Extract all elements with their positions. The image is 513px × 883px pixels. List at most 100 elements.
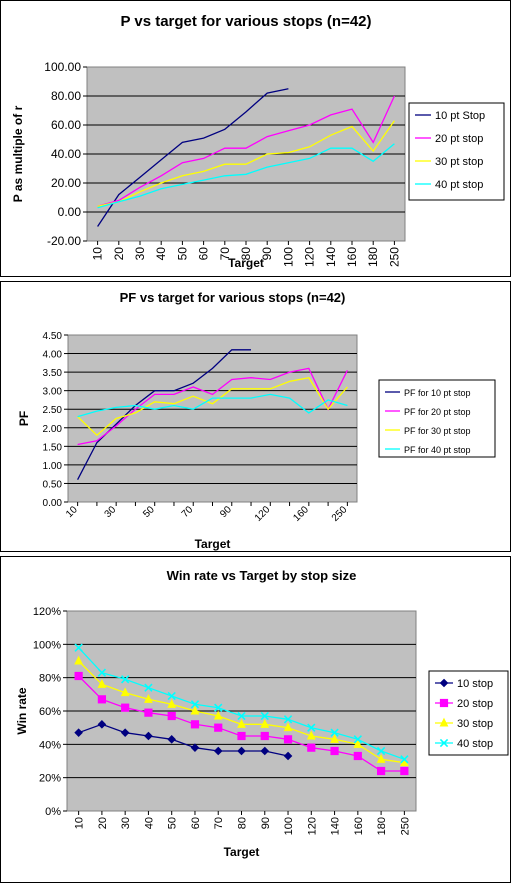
x-tick-label: 100 [281, 247, 295, 267]
y-axis-title: P as multiple of r [11, 105, 25, 202]
y-tick-label: 0.50 [43, 479, 63, 490]
data-point [74, 655, 84, 665]
x-tick-label: 100 [283, 817, 295, 835]
data-point [97, 695, 107, 704]
x-tick-label: 160 [291, 504, 311, 524]
data-point [283, 722, 293, 732]
data-point [97, 668, 107, 677]
data-point [213, 746, 223, 756]
y-tick-label: 3.50 [43, 368, 63, 379]
chart-title: P vs target for various stops (n=42) [120, 13, 371, 30]
y-tick-label: 100.00 [44, 60, 81, 74]
y-tick-label: 4.00 [43, 350, 63, 361]
data-point [260, 746, 270, 756]
x-tick-label: 160 [345, 247, 359, 267]
data-point [97, 720, 107, 729]
x-tick-label: 70 [180, 504, 196, 520]
legend-label: PF for 10 pt stop [404, 388, 471, 398]
chart-title: Win rate vs Target by stop size [167, 568, 357, 583]
legend-label: PF for 30 pt stop [404, 426, 471, 436]
x-tick-label: 20 [97, 817, 109, 829]
legend-label: PF for 40 pt stop [404, 445, 471, 455]
y-tick-label: 4.50 [43, 331, 63, 342]
data-point [260, 711, 269, 721]
y-tick-label: 100% [33, 639, 61, 651]
series-line-1 [77, 367, 348, 446]
legend-label: 40 pt stop [435, 179, 483, 191]
y-tick-label: 40% [39, 739, 61, 751]
data-point [214, 703, 223, 712]
data-point [167, 711, 176, 721]
x-tick-label: 180 [376, 817, 388, 835]
series-line-3 [97, 143, 395, 209]
y-tick-label: 40.00 [51, 147, 81, 161]
data-point [353, 751, 362, 761]
series-line-2 [97, 120, 395, 207]
data-point [144, 694, 153, 703]
data-point [400, 755, 409, 764]
series-line-3 [77, 393, 348, 418]
data-point [307, 723, 316, 732]
x-tick-label: 30 [120, 817, 132, 829]
x-tick-label: 140 [324, 247, 338, 267]
data-point [237, 731, 246, 741]
x-tick-label: 120 [306, 817, 318, 835]
x-tick-label: 20 [112, 247, 126, 261]
data-point [213, 710, 223, 720]
x-tick-label: 90 [260, 247, 274, 261]
data-point [260, 719, 270, 728]
plot-area [67, 334, 358, 503]
y-axis-title: PF [17, 411, 31, 426]
data-point [307, 743, 316, 752]
chart-title: PF vs target for various stops (n=42) [120, 290, 346, 305]
legend-marker [439, 678, 449, 688]
y-tick-label: 0.00 [43, 498, 63, 509]
y-tick-label: 80% [39, 673, 61, 685]
data-point [376, 746, 386, 756]
y-tick-label: 3.00 [43, 387, 63, 398]
x-tick-label: 30 [103, 504, 119, 520]
data-point [74, 643, 83, 652]
data-point [144, 683, 153, 692]
x-tick-label: 60 [190, 817, 202, 829]
series-line-1 [97, 95, 395, 207]
x-tick-label: 50 [141, 504, 157, 520]
legend-label: 20 pt stop [435, 133, 483, 145]
y-tick-label: 60.00 [51, 118, 81, 132]
legend-label: PF for 20 pt stop [404, 407, 471, 417]
y-axis-title: Win rate [15, 687, 29, 735]
x-tick-label: 10 [91, 247, 105, 261]
y-tick-label: 2.00 [43, 424, 63, 435]
x-tick-label: 40 [154, 247, 168, 261]
x-tick-label: 250 [399, 817, 411, 835]
data-point [190, 743, 200, 752]
data-point [167, 699, 177, 708]
x-tick-label: 120 [253, 504, 273, 524]
data-point [377, 766, 386, 776]
x-tick-label: 80 [239, 247, 253, 261]
legend-box [378, 379, 496, 458]
data-point [330, 746, 339, 756]
x-tick-label: 50 [167, 817, 179, 829]
y-tick-label: 20% [39, 773, 61, 785]
y-tick-label: 80.00 [51, 89, 81, 103]
data-point [353, 735, 362, 744]
x-tick-label: 90 [260, 817, 272, 829]
data-point [237, 719, 246, 728]
data-point [353, 739, 363, 748]
x-tick-label: 250 [387, 247, 401, 267]
x-tick-label: 250 [330, 504, 350, 524]
legend-label: 30 stop [457, 718, 493, 730]
data-point [97, 679, 107, 688]
data-point [144, 708, 153, 717]
x-tick-label: 40 [143, 817, 155, 829]
data-point [283, 715, 293, 724]
series-line-0 [97, 88, 289, 227]
data-point [283, 751, 293, 761]
data-point [330, 734, 339, 743]
series-line-2 [77, 376, 348, 437]
x-tick-label: 10 [74, 817, 86, 829]
y-tick-label: 0.00 [58, 205, 82, 219]
data-point [330, 728, 339, 737]
